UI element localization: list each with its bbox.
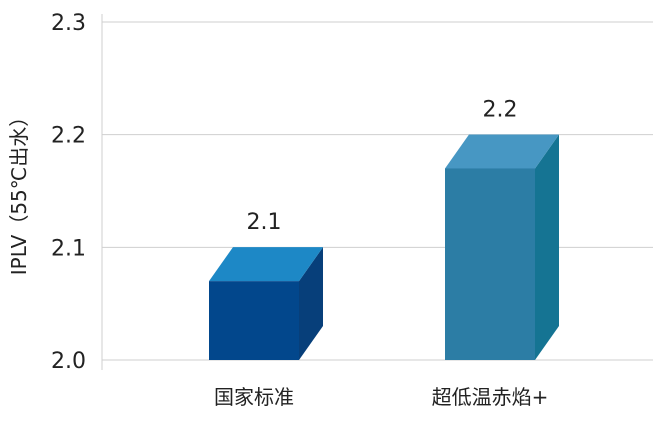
bars: [209, 134, 559, 360]
category-label: 国家标准: [214, 385, 294, 409]
bar-1: [445, 134, 559, 360]
bar-top: [445, 134, 559, 169]
bar-top: [209, 247, 323, 282]
data-label: 2.1: [247, 210, 282, 235]
y-axis-title: IPLV（55℃出水）: [7, 107, 31, 276]
y-tick-label: 2.3: [51, 11, 86, 36]
bar-front: [209, 281, 299, 360]
bar-front: [445, 168, 535, 360]
category-label: 超低温赤焰+: [432, 385, 549, 409]
gridlines: [102, 21, 653, 361]
y-tick-label: 2.2: [51, 124, 86, 149]
bar-0: [209, 247, 323, 360]
y-tick-labels: 2.0 2.1 2.2 2.3: [51, 11, 86, 374]
bar-side: [535, 134, 559, 360]
category-labels: 国家标准 超低温赤焰+: [214, 385, 548, 409]
y-tick-label: 2.1: [51, 236, 86, 261]
bar-side: [299, 247, 323, 360]
data-labels: 2.1 2.2: [247, 97, 518, 235]
y-tick-label: 2.0: [51, 349, 86, 374]
data-label: 2.2: [483, 97, 518, 122]
